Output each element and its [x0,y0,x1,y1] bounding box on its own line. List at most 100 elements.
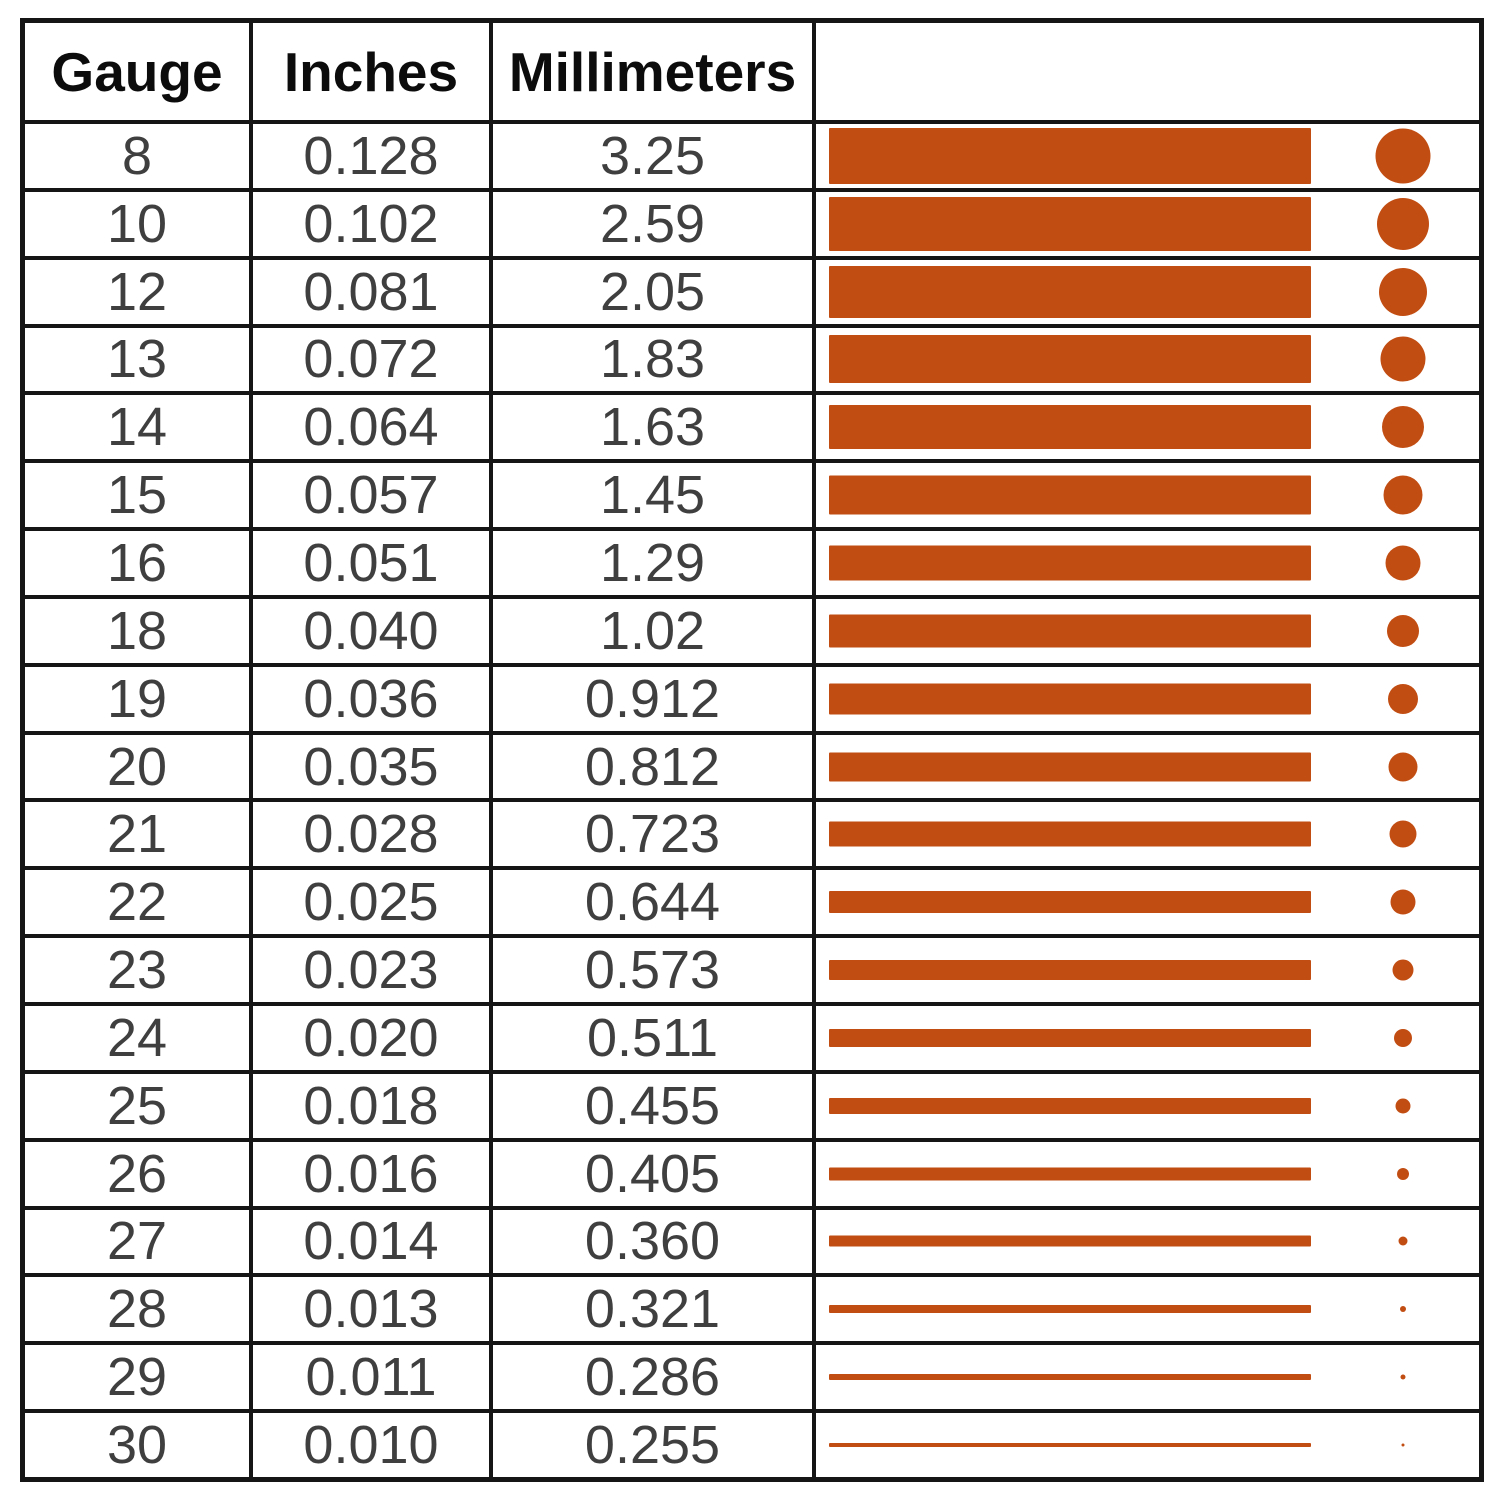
table-row: 18 0.040 1.02 [25,594,1479,663]
wire-thickness-bar [829,127,1311,184]
gauge-cell-value: 24 [106,1007,168,1068]
gauge-cell: 20 [25,734,253,799]
header-row: Gauge Inches Millimeters [25,23,1479,120]
wire-diameter-dot [1394,1028,1412,1047]
inches-cell-value: 0.014 [303,1211,439,1272]
table-row: 29 0.011 0.286 [25,1341,1479,1410]
wire-diameter-dot [1401,1443,1405,1447]
gauge-cell-value: 20 [106,736,168,797]
inches-cell-value: 0.072 [303,329,439,390]
inches-cell: 0.072 [253,327,493,392]
visual-cell [816,735,1479,799]
mm-cell-value: 0.455 [584,1075,721,1136]
mm-cell-value: 0.286 [584,1347,721,1408]
mm-cell-value: 0.405 [584,1143,721,1204]
wire-diameter-dot [1395,1098,1411,1114]
inches-cell-value: 0.081 [303,261,439,322]
wire-diameter-dot [1392,959,1414,981]
mm-cell-value: 0.321 [584,1279,721,1340]
mm-cell: 1.45 [493,463,816,528]
wire-gauge-table: Gauge Inches Millimeters 8 0.128 3.25 10 0.1… [20,18,1484,1482]
inches-cell-value: 0.020 [303,1007,439,1068]
inches-cell: 0.102 [253,191,493,256]
table-row: 16 0.051 1.29 [25,527,1479,595]
wire-diameter-dot [1400,1306,1406,1313]
visual-cell [816,260,1479,324]
wire-diameter-dot [1383,475,1423,515]
wire-thickness-bar [829,196,1311,251]
mm-cell-value: 0.644 [584,872,721,933]
table-row: 24 0.020 0.511 [25,1001,1479,1070]
gauge-cell-value: 18 [106,600,168,661]
gauge-cell: 28 [25,1277,253,1342]
wire-diameter-dot [1380,336,1426,382]
mm-cell-value: 2.05 [599,261,706,322]
inches-cell: 0.128 [253,124,493,188]
gauge-cell-value: 27 [106,1211,168,1272]
table-row: 8 0.128 3.25 [25,120,1479,188]
visual-cell [816,870,1479,934]
table-row: 13 0.072 1.83 [25,323,1479,392]
visual-cell [816,1006,1479,1070]
gauge-cell-value: 26 [106,1143,168,1204]
gauge-cell: 27 [25,1209,253,1274]
gauge-cell: 30 [25,1413,253,1477]
inches-cell-value: 0.102 [303,193,439,254]
gauge-cell-value: 12 [106,261,168,322]
mm-cell-value: 3.25 [599,125,706,186]
inches-cell: 0.016 [253,1141,493,1206]
wire-diameter-dot [1387,614,1419,647]
gauge-cell: 10 [25,191,253,256]
visual-cell [816,1413,1479,1477]
gauge-cell: 13 [25,327,253,392]
wire-diameter-dot [1398,1236,1408,1246]
gauge-cell: 26 [25,1141,253,1206]
inches-cell: 0.036 [253,666,493,731]
table-row: 30 0.010 0.255 [25,1409,1479,1477]
visual-cell [816,1277,1479,1341]
table-row: 28 0.013 0.321 [25,1273,1479,1342]
mm-cell-value: 1.29 [599,532,706,593]
mm-cell-value: 0.723 [584,804,721,865]
mm-cell: 0.255 [493,1413,816,1477]
mm-cell-value: 1.63 [599,397,706,458]
inches-cell: 0.013 [253,1277,493,1342]
inches-cell: 0.014 [253,1209,493,1274]
wire-thickness-bar [829,821,1311,847]
table-row: 15 0.057 1.45 [25,459,1479,528]
mm-cell: 0.511 [493,1005,816,1070]
inches-cell-value: 0.128 [303,125,439,186]
mm-cell: 1.02 [493,598,816,663]
gauge-cell-value: 19 [106,668,168,729]
table-row: 19 0.036 0.912 [25,662,1479,731]
wire-diameter-dot [1375,128,1431,184]
wire-diameter-dot [1385,545,1421,581]
inches-cell: 0.081 [253,259,493,324]
gauge-cell: 22 [25,870,253,935]
wire-diameter-dot [1379,267,1427,316]
wire-thickness-bar [829,265,1311,318]
inches-cell-value: 0.023 [303,940,439,1001]
mm-cell: 0.812 [493,734,816,799]
inches-cell-value: 0.016 [303,1143,439,1204]
inches-cell: 0.051 [253,531,493,595]
wire-diameter-dot [1390,889,1416,915]
gauge-cell: 19 [25,666,253,731]
visual-cell [816,802,1479,866]
mm-cell-value: 1.02 [599,600,706,661]
wire-thickness-bar [829,752,1311,782]
wire-thickness-bar [829,614,1311,648]
gauge-cell-value: 30 [106,1414,168,1475]
header-inches: Inches [253,23,493,120]
visual-cell [816,1345,1479,1409]
visual-cell [816,667,1479,731]
mm-cell: 0.644 [493,870,816,935]
wire-thickness-bar [829,891,1311,914]
wire-thickness-bar [829,405,1311,450]
gauge-cell-value: 16 [106,532,168,593]
mm-cell: 0.405 [493,1141,816,1206]
gauge-cell-value: 13 [106,329,168,390]
visual-cell [816,395,1479,459]
inches-cell-value: 0.025 [303,872,439,933]
mm-cell-value: 1.45 [599,465,706,526]
